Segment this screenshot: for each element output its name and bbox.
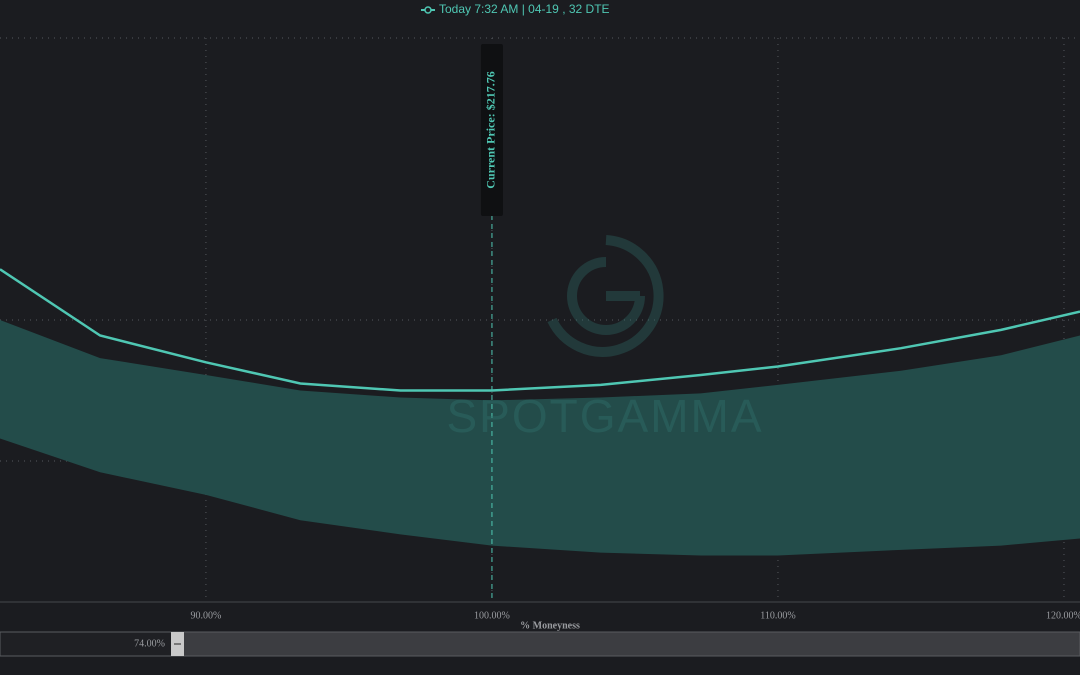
range-slider[interactable]: 74.00% <box>0 631 1080 657</box>
slider-mask <box>0 631 179 657</box>
legend: Today 7:32 AM | 04-19 , 32 DTE <box>421 2 610 16</box>
plot-area: Current Price: $217.76 <box>0 38 1080 602</box>
legend-marker <box>424 6 432 14</box>
watermark-logo <box>547 235 664 357</box>
watermark: SPOTGAMMA <box>446 390 763 442</box>
slider-label: 74.00% <box>134 638 165 649</box>
logo-ring <box>547 235 664 357</box>
x-tick-label: 100.00% <box>474 610 510 621</box>
series-line <box>0 268 1080 392</box>
x-axis-label: % Moneyness <box>520 620 580 631</box>
logo-ring <box>567 257 645 335</box>
x-tick-label: 90.00% <box>191 610 222 621</box>
x-tick-label: 110.00% <box>760 610 795 621</box>
annotation-label: Current Price: $217.76 <box>484 71 498 188</box>
x-tick-label: 120.00% <box>1046 610 1080 621</box>
range-band <box>0 320 1080 556</box>
legend-label: Today 7:32 AM | 04-19 , 32 DTE <box>439 2 610 16</box>
annotation-box <box>480 44 503 216</box>
